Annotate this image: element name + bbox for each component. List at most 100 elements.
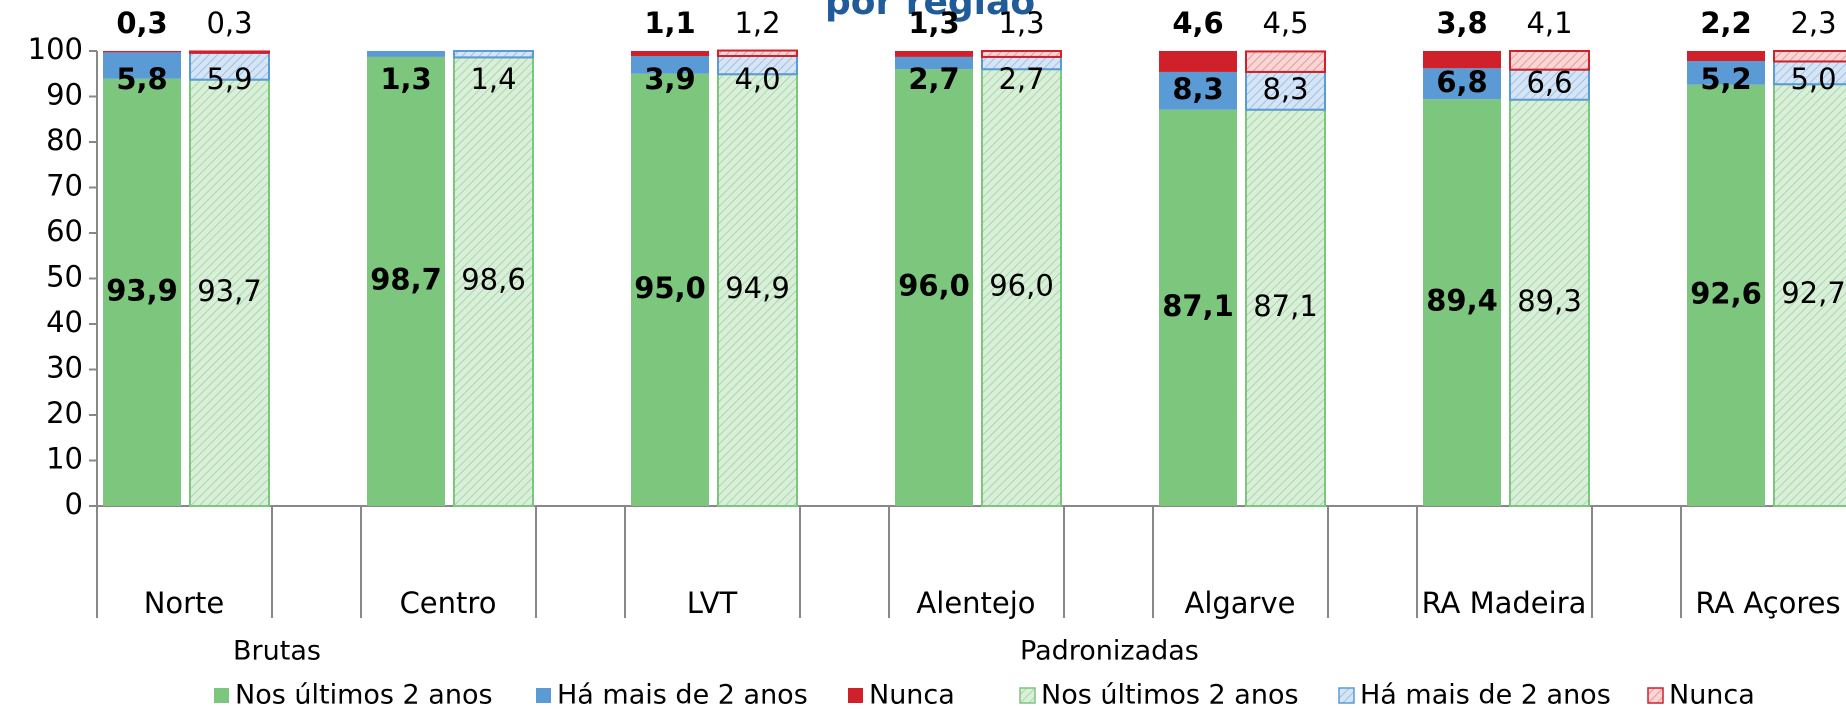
bar-segment (895, 56, 973, 70)
value-label: 95,0 (634, 271, 706, 305)
bar-segment (717, 49, 798, 58)
bar-segment (1159, 109, 1237, 506)
value-label: 1,3 (380, 62, 431, 96)
y-tick-label: 50 (46, 260, 83, 294)
legend-marker (1019, 687, 1036, 704)
bar-segment (453, 50, 534, 59)
bar-segment (1509, 98, 1590, 507)
value-label: 89,3 (1517, 284, 1582, 318)
value-label: 0,3 (116, 6, 167, 40)
value-label: 2,7 (908, 62, 959, 96)
y-tick-label: 70 (46, 169, 83, 203)
bar-segment (189, 78, 270, 507)
value-label: 1,1 (644, 6, 695, 40)
legend-marker (1647, 687, 1664, 704)
bar-segment (1423, 51, 1501, 69)
y-tick-label: 0 (65, 487, 83, 521)
value-label: 87,1 (1253, 289, 1318, 323)
bar-segment (189, 50, 270, 54)
value-label: 5,9 (206, 62, 252, 96)
y-tick-label: 10 (46, 442, 83, 476)
x-tick-label: LVT (687, 586, 738, 620)
bar-segment (895, 51, 973, 57)
bar-segment (981, 50, 1062, 58)
value-label: 4,6 (1172, 6, 1223, 40)
value-label: 4,1 (1526, 6, 1572, 40)
chart-title: por região (825, 0, 1035, 23)
legend-marker (848, 688, 863, 703)
x-tick-label: RA Açores (1695, 586, 1840, 620)
value-label: 5,2 (1700, 62, 1751, 96)
y-tick-label: 100 (28, 32, 83, 66)
value-label: 4,5 (1262, 6, 1308, 40)
bar-segment (1423, 68, 1501, 100)
bar-segment (1245, 50, 1326, 73)
bar-segment (631, 56, 709, 74)
bar-segment (631, 73, 709, 506)
bar-segment (1773, 50, 1846, 63)
value-label: 96,0 (898, 269, 970, 303)
bar-segment (1687, 51, 1765, 62)
value-label: 1,2 (734, 6, 780, 40)
bar-segment (1159, 51, 1237, 72)
value-label: 0,3 (206, 6, 252, 40)
value-label: 5,8 (116, 62, 167, 96)
legend-label: Nos últimos 2 anos (1041, 680, 1299, 709)
legend-marker (536, 688, 551, 703)
value-label: 92,7 (1781, 276, 1846, 310)
legend-group-title: Padronizadas (1020, 636, 1199, 667)
value-label: 8,3 (1172, 72, 1223, 106)
bar-segment (1245, 108, 1326, 507)
bar-segment (717, 73, 798, 508)
value-label: 2,7 (998, 62, 1044, 96)
bar-segment (1773, 83, 1846, 507)
value-label: 8,3 (1262, 72, 1308, 106)
value-label: 4,0 (734, 62, 780, 96)
value-label: 92,6 (1690, 276, 1762, 310)
y-tick-label: 40 (46, 305, 83, 339)
value-label: 3,9 (644, 62, 695, 96)
legend-label: Nunca (869, 680, 955, 709)
value-label: 96,0 (989, 269, 1054, 303)
bar-segment (189, 51, 270, 81)
value-label: 93,7 (197, 274, 262, 308)
bar-segment (367, 56, 445, 506)
value-label: 6,6 (1526, 66, 1572, 100)
x-tick-label: Alentejo (916, 586, 1035, 620)
bar-segment (103, 78, 181, 506)
value-label: 93,9 (106, 273, 178, 307)
bar-segment (1687, 84, 1765, 507)
value-label: 2,2 (1700, 6, 1751, 40)
legend-label: Nos últimos 2 anos (235, 680, 493, 709)
y-tick-label: 60 (46, 214, 83, 248)
x-tick-label: Centro (400, 586, 497, 620)
legend-marker (214, 688, 229, 703)
x-tick-label: Norte (144, 586, 225, 620)
bar-segment (367, 51, 445, 57)
bar-segment (103, 52, 181, 79)
value-label: 94,9 (725, 271, 790, 305)
bar-segment (981, 68, 1062, 507)
legend-label: Nunca (1669, 680, 1755, 709)
value-label: 89,4 (1426, 284, 1498, 318)
x-tick-label: RA Madeira (1422, 586, 1587, 620)
legend-label: Há mais de 2 anos (1360, 680, 1611, 709)
bar-segment (453, 56, 534, 508)
y-tick-label: 90 (46, 78, 83, 112)
bar-segment (103, 51, 181, 53)
bar-segment (631, 51, 709, 57)
value-label: 5,0 (1790, 62, 1836, 96)
bar-segment (1509, 50, 1590, 71)
value-label: 1,3 (998, 6, 1044, 40)
legend-marker (1338, 687, 1355, 704)
bar-segment (1159, 71, 1237, 110)
bar-segment (895, 69, 973, 506)
legend-label: Há mais de 2 anos (557, 680, 808, 709)
value-label: 87,1 (1162, 289, 1234, 323)
y-tick-label: 30 (46, 351, 83, 385)
x-tick-label: Algarve (1184, 586, 1295, 620)
value-label: 1,3 (908, 6, 959, 40)
value-label: 2,3 (1790, 6, 1836, 40)
